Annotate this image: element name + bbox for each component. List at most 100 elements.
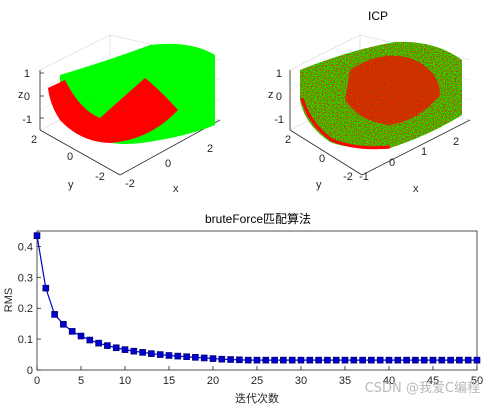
rms-data-point: [139, 349, 146, 356]
z-tick: 0: [24, 91, 30, 103]
rms-data-point: [42, 284, 50, 292]
rms-data-point: [403, 356, 410, 364]
rms-data-point: [359, 356, 366, 364]
x-tick: 1: [421, 146, 427, 158]
rms-data-point: [288, 356, 296, 364]
x-tick-label: 45: [427, 375, 439, 387]
x-tick: 2: [453, 136, 459, 148]
x-tick-group: 0 5 10 15 20 25 30 35 40 45 50: [34, 366, 483, 387]
rms-data-point: [420, 356, 428, 364]
x-tick: -2: [125, 178, 135, 190]
rms-data-point: [244, 356, 252, 364]
y-axis-label: RMS: [3, 288, 15, 312]
rms-data-point: [464, 356, 472, 364]
rms-line-chart: bruteForce匹配算法 0 5 10 15 20 25 30 35 40 45 50 0 0.1…: [3, 211, 483, 405]
watermark: CSDN @我爱C编程: [365, 381, 480, 396]
y-tick-label: 0: [27, 365, 33, 377]
rms-data-point: [236, 356, 243, 364]
z-tick: 0: [276, 91, 282, 103]
rms-data-point: [412, 356, 419, 364]
x-tick-label: 40: [383, 375, 395, 387]
plot3d-axes: [289, 70, 471, 176]
y-tick-group: 0 0.1 0.2 0.3 0.4: [18, 241, 41, 377]
y-tick: -2: [343, 171, 353, 183]
rms-data-point: [394, 356, 402, 364]
y-tick-label: 0.1: [18, 334, 33, 346]
rms-data-point: [350, 356, 358, 364]
x-axis-label: 迭代次数: [235, 391, 279, 405]
rms-data-point: [121, 346, 129, 353]
rms-data-point: [253, 356, 261, 364]
surface-plot-left: z 1 0 -1 2 0 -2 y -2 0 2 x: [18, 34, 221, 195]
x-tick: 2: [207, 143, 213, 155]
rms-data-point: [324, 356, 331, 364]
rms-data-point: [183, 353, 190, 361]
rms-data-point: [148, 350, 155, 357]
x-tick-label: 5: [78, 375, 84, 387]
y-tick-label: 0.3: [18, 272, 33, 284]
rms-data-point: [165, 352, 173, 359]
rms-data-point: [209, 355, 217, 362]
surface-source-red-edge: [300, 97, 391, 150]
rms-data-point: [60, 320, 67, 328]
rms-data-point: [368, 356, 375, 364]
rms-data-point: [218, 355, 226, 363]
x-axis-label: x: [413, 183, 419, 195]
rms-data-point: [86, 336, 94, 344]
y-tick: 0: [319, 153, 325, 165]
rms-data-point: [200, 354, 208, 362]
rms-data-point: [280, 356, 287, 364]
rms-data-point: [51, 311, 58, 318]
rms-data-point: [95, 339, 102, 347]
x-tick-label: 20: [207, 375, 219, 387]
x-tick-label: 35: [339, 375, 351, 387]
x-tick-label: 50: [471, 375, 483, 387]
rms-data-point: [438, 356, 446, 364]
x-tick: 0: [389, 157, 395, 169]
rms-data-point: [104, 342, 111, 349]
z-tick: 1: [276, 68, 282, 80]
surface-source-red-core: [345, 55, 440, 125]
y-axis-label: y: [68, 179, 74, 191]
rms-data-point: [385, 356, 393, 364]
z-axis-label: z: [268, 89, 274, 101]
y-tick: 0: [67, 151, 73, 163]
x-tick-label: 10: [119, 375, 131, 387]
rms-data-point: [473, 356, 481, 364]
plot-area: [36, 230, 478, 371]
x-tick-label: 0: [34, 375, 40, 387]
x-tick-label: 25: [251, 375, 263, 387]
rms-data-point: [456, 356, 463, 364]
rms-data-point: [33, 232, 41, 239]
rms-data-point: [130, 347, 138, 355]
rms-data-point: [429, 356, 437, 364]
chart-title: bruteForce匹配算法: [205, 211, 311, 226]
y-tick-label: 0.2: [18, 303, 33, 315]
rms-data-point: [77, 332, 85, 340]
rms-data-point: [376, 356, 384, 364]
y-tick: 2: [285, 134, 291, 146]
z-tick: -1: [274, 114, 284, 126]
x-axis-label: x: [173, 183, 179, 195]
rms-data-point: [332, 356, 340, 364]
rms-data-point: [262, 356, 270, 364]
rms-data-point: [112, 344, 120, 352]
rms-data-point: [297, 356, 305, 364]
rms-data-point: [271, 356, 278, 364]
rms-data-point: [447, 356, 454, 364]
plot-title-icp: ICP: [368, 9, 388, 23]
rms-data-point: [68, 328, 76, 335]
y-tick: 2: [31, 134, 37, 146]
z-tick: 1: [24, 68, 30, 80]
rms-data-point: [227, 356, 234, 363]
y-tick: -2: [95, 171, 105, 183]
rms-data-point: [306, 356, 314, 364]
y-tick-label: 0.4: [18, 241, 33, 253]
surface-source-red: [48, 78, 178, 143]
x-tick: 0: [165, 158, 171, 170]
rms-data-point: [341, 356, 349, 364]
x-tick: -1: [359, 171, 369, 183]
rms-data-point: [192, 354, 199, 361]
rms-series-markers: [33, 232, 481, 364]
